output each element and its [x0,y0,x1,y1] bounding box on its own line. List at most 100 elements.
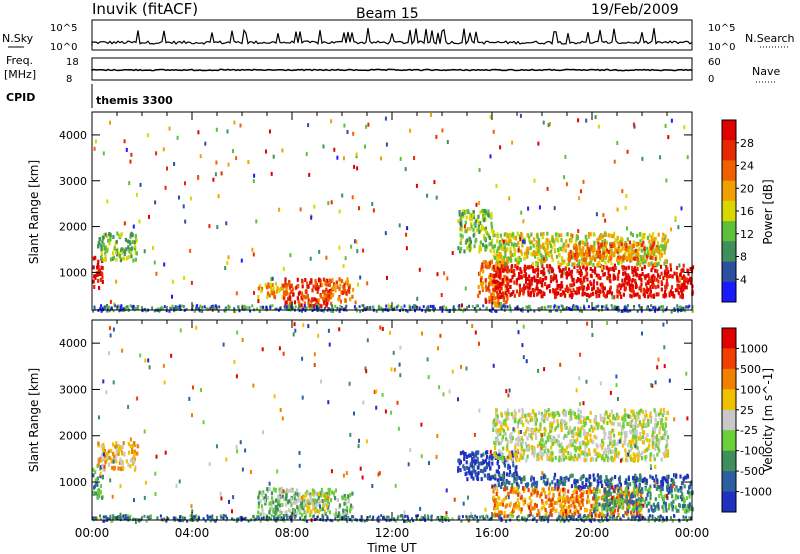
data-cell [117,304,120,308]
data-cell [675,485,678,490]
data-cell [523,489,526,494]
data-cell [621,256,624,260]
data-cell [633,457,636,462]
data-cell [638,276,641,281]
data-cell [325,255,328,260]
data-cell [590,489,593,494]
data-cell [687,305,690,309]
data-cell [604,255,607,260]
data-cell [319,493,322,498]
data-cell [476,218,479,223]
data-cell [509,232,512,237]
data-cell [244,307,247,311]
data-cell [259,305,262,309]
data-cell [545,248,548,253]
data-cell [639,254,642,259]
data-cell [599,453,602,458]
data-cell [306,509,310,514]
data-cell [321,507,325,512]
data-cell [638,411,641,416]
data-cell [257,299,260,304]
data-cell [520,509,523,514]
data-cell [546,478,549,482]
data-cell [612,509,615,514]
data-cell [686,280,689,285]
data-cell [587,305,590,309]
data-cell [664,234,667,239]
data-cell [629,423,632,428]
data-cell [579,506,582,511]
data-cell [609,438,612,443]
data-cell [544,445,547,450]
data-cell [588,231,591,236]
data-cell [602,292,605,297]
data-cell [106,305,109,309]
data-cell [593,426,596,431]
data-cell [303,301,306,306]
data-cell [520,480,523,484]
data-cell [585,436,588,441]
data-cell [469,213,472,217]
data-cell [495,492,498,496]
data-cell [616,240,619,245]
data-cell [614,475,617,479]
data-cell [524,432,527,437]
data-cell [595,212,598,217]
data-cell [624,286,627,291]
data-cell [675,272,678,277]
data-cell [530,232,533,237]
data-cell [571,262,574,267]
data-cell [468,248,471,253]
data-cell [656,480,659,485]
data-cell [512,290,515,294]
data-cell [662,309,665,313]
data-cell [257,286,260,291]
data-cell [490,280,493,285]
data-cell [507,256,510,261]
data-cell [582,276,585,281]
data-cell [461,303,463,308]
data-cell [627,486,630,491]
data-cell [305,306,308,310]
data-cell [667,474,670,479]
data-cell [270,277,273,282]
data-cell [567,243,570,248]
data-cell [306,503,309,508]
data-cell [616,235,619,240]
data-cell [366,281,369,286]
data-cell [343,501,346,506]
data-cell [607,446,611,451]
data-cell [555,274,558,279]
data-cell [340,290,343,295]
data-cell [665,178,668,183]
data-cell [316,299,320,304]
data-cell [504,495,507,500]
data-cell [272,286,275,291]
data-cell [567,451,570,455]
data-cell [299,504,302,509]
data-cell [265,149,267,154]
data-cell [163,262,166,267]
data-cell [578,484,581,489]
data-cell [372,305,375,309]
data-cell [255,219,258,224]
data-cell [418,306,421,310]
data-cell [617,451,620,456]
data-cell [681,276,684,280]
data-cell [564,448,567,453]
data-cell [635,243,638,248]
data-cell [625,247,628,251]
data-cell [474,472,477,477]
data-cell [605,240,608,245]
data-cell [566,506,569,511]
data-cell [572,432,575,437]
colorbar-tick-label: 4 [740,273,747,286]
data-cell [650,253,653,258]
data-cell [558,492,561,497]
data-cell [546,436,549,441]
data-cell [639,306,642,310]
data-cell [260,289,263,294]
data-cell [603,246,606,251]
data-cell [614,266,617,271]
data-cell [589,232,592,237]
